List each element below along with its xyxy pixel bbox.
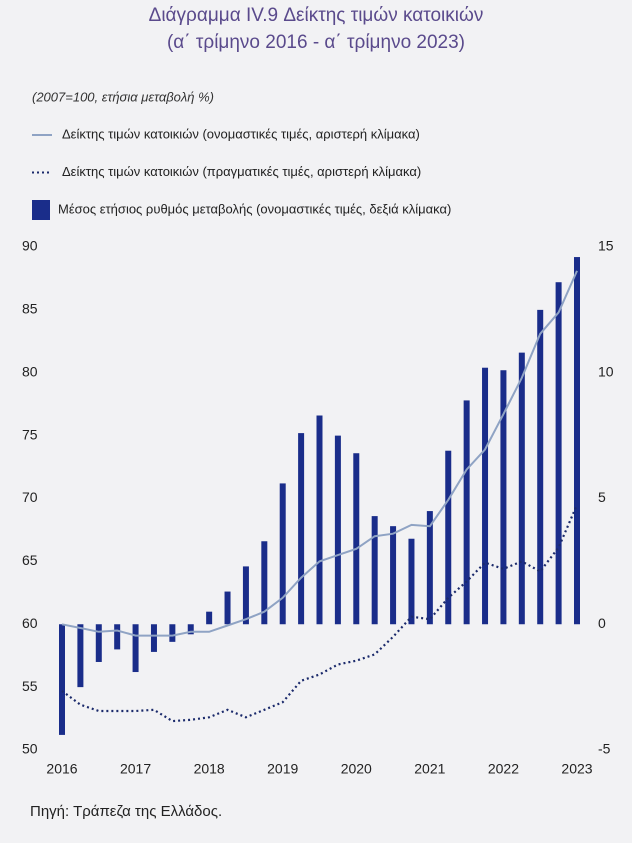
y-tick-label: 80 <box>22 363 38 379</box>
legend-swatch <box>32 200 50 220</box>
bar <box>574 257 580 625</box>
y-tick-label: 90 <box>22 238 38 254</box>
y2-tick-label: 0 <box>598 615 606 631</box>
bar <box>482 367 489 625</box>
y-tick-label: 75 <box>22 426 38 442</box>
bar <box>242 566 249 625</box>
y-tick-label: 55 <box>22 678 38 694</box>
y-tick-label: 65 <box>22 552 38 568</box>
source-note: Πηγή: Τράπεζα της Ελλάδος. <box>30 803 222 820</box>
y-axis-label: (2007=100, ετήσια μεταβολή %) <box>32 89 214 104</box>
bar <box>371 516 378 625</box>
bar <box>408 538 415 625</box>
x-tick-label: 2019 <box>267 761 298 777</box>
bar <box>95 624 102 662</box>
bar <box>537 309 544 625</box>
x-tick-label: 2022 <box>488 761 519 777</box>
bar <box>298 433 305 625</box>
bar <box>555 282 562 625</box>
y2-tick-label: 5 <box>598 489 606 505</box>
x-tick-label: 2016 <box>46 761 77 777</box>
bar <box>261 541 268 625</box>
bar <box>316 415 323 625</box>
line <box>61 270 578 637</box>
bar <box>334 435 341 625</box>
y2-tick-label: 15 <box>598 238 614 254</box>
bar <box>187 624 194 635</box>
bar <box>353 453 360 625</box>
x-tick-label: 2020 <box>341 761 372 777</box>
line <box>61 504 579 723</box>
bar <box>500 370 507 625</box>
chart-title: Διάγραμμα IV.9 Δείκτης τιμών κατοικιών <box>149 5 484 26</box>
chart-subtitle: (α΄ τρίμηνο 2016 - α΄ τρίμηνο 2023) <box>167 32 465 53</box>
bar <box>59 624 65 735</box>
bar <box>77 624 84 688</box>
y-tick-label: 60 <box>22 615 38 631</box>
bar <box>206 611 213 625</box>
bar <box>463 400 470 625</box>
y-tick-label: 70 <box>22 489 38 505</box>
legend-label: Δείκτης τιμών κατοικιών (πραγματικές τιμ… <box>62 164 421 179</box>
bar <box>426 511 433 625</box>
bar <box>445 450 452 625</box>
bar <box>518 352 525 625</box>
bar <box>132 624 139 673</box>
bar <box>390 526 397 625</box>
y2-tick-label: 10 <box>598 363 614 379</box>
x-tick-label: 2021 <box>414 761 445 777</box>
legend-label: Δείκτης τιμών κατοικιών (ονομαστικές τιμ… <box>62 126 420 141</box>
bar <box>224 591 231 625</box>
bar <box>169 624 176 642</box>
x-tick-label: 2023 <box>561 761 592 777</box>
y-tick-label: 50 <box>22 741 38 757</box>
y-tick-label: 85 <box>22 301 38 317</box>
legend-label: Μέσος ετήσιος ρυθμός μεταβολής (ονομαστι… <box>58 201 451 216</box>
bar <box>114 624 121 650</box>
bar <box>279 483 286 625</box>
y2-tick-label: -5 <box>598 741 611 757</box>
x-tick-label: 2018 <box>194 761 225 777</box>
x-tick-label: 2017 <box>120 761 151 777</box>
bar <box>150 624 157 652</box>
